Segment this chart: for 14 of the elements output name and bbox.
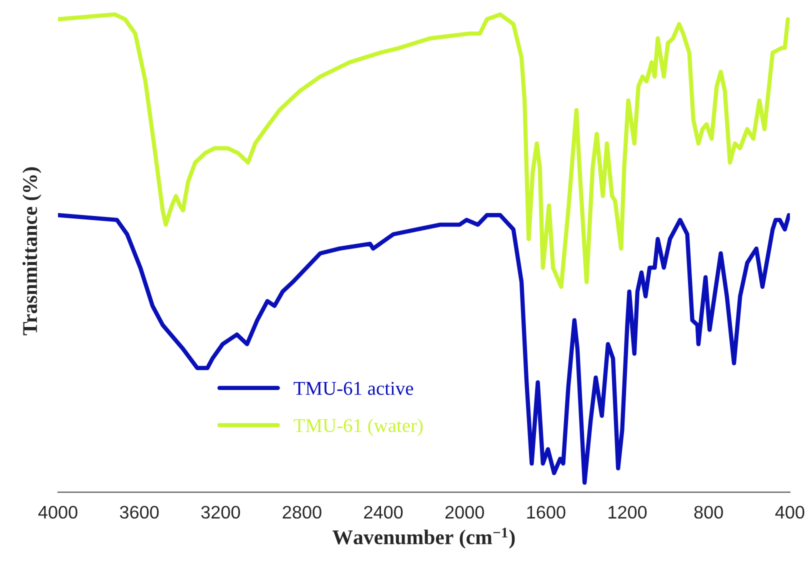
x-tick-label: 400 (775, 506, 804, 519)
x-tick-label: 2000 (445, 506, 484, 519)
x-tick-label: 4000 (38, 506, 78, 519)
y-axis-title: Trasnmittance (%) (22, 167, 42, 336)
x-tick-label: 800 (694, 506, 723, 519)
x-axis-title: Wavenumber (cm$^{−1}$) (332, 528, 515, 549)
legend-label: TMU-61 active (294, 382, 414, 395)
x-tick-label: 1600 (527, 506, 566, 519)
x-tick-label: 2400 (364, 506, 403, 519)
x-tick-label: 2800 (282, 506, 322, 519)
x-tick-label: 3200 (201, 506, 240, 519)
legend-label: TMU-61 (water) (294, 418, 423, 436)
x-tick-label: 1200 (608, 506, 647, 519)
x-tick-label: 3600 (120, 506, 159, 519)
